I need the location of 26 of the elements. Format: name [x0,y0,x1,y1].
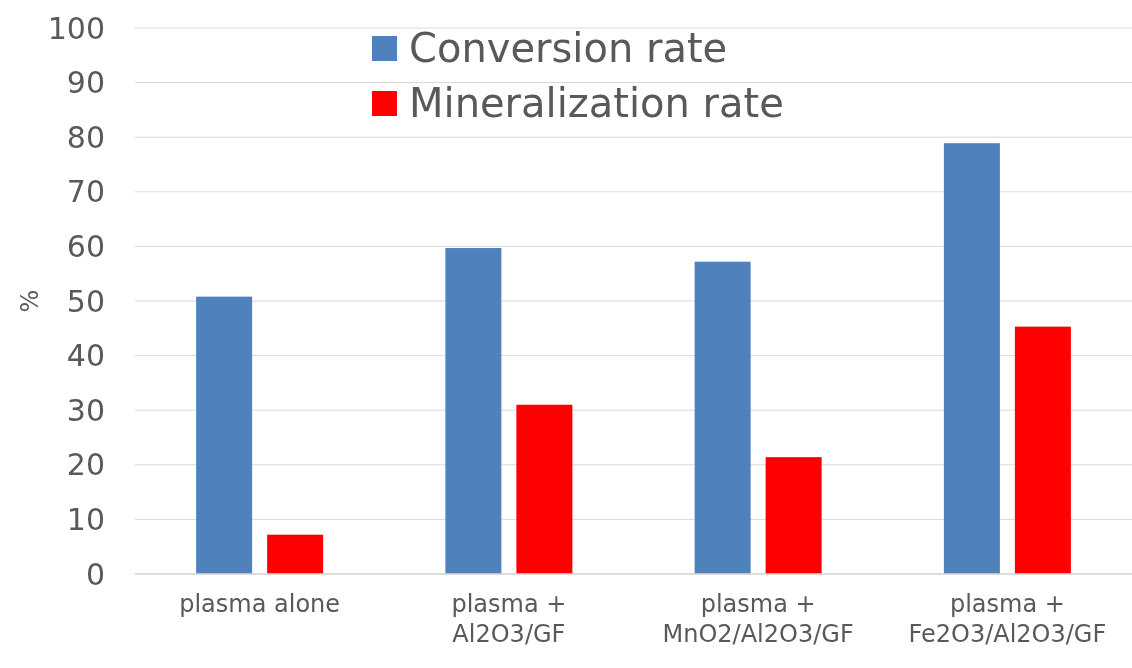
y-tick-label: 80 [66,119,105,155]
y-tick-label: 20 [66,447,105,483]
bar [267,534,324,574]
legend-label: Mineralization rate [409,80,784,126]
bar [516,404,573,574]
y-tick-label: 100 [47,10,105,46]
x-tick-label: plasma + Al2O3/GF [451,590,567,648]
y-tick-label: 30 [66,392,105,428]
bar [943,143,1000,574]
bar [765,457,822,574]
bar [1014,326,1071,574]
y-tick-label: 40 [66,338,105,374]
bar [445,248,502,574]
y-tick-label: 90 [66,65,105,101]
x-tick-label: plasma alone [179,590,341,618]
bar [196,296,253,574]
y-axis-title: % [16,289,44,313]
legend-label: Conversion rate [409,25,728,71]
x-tick-label: plasma + Fe2O3/Al2O3/GF [908,590,1107,648]
y-tick-label: 60 [66,228,105,264]
y-tick-label: 50 [66,283,105,319]
y-tick-label: 70 [66,174,105,210]
y-tick-label: 0 [85,556,105,592]
bar [694,261,751,574]
x-tick-label: plasma + MnO2/Al2O3/GF [662,590,854,648]
y-tick-label: 10 [66,501,105,537]
